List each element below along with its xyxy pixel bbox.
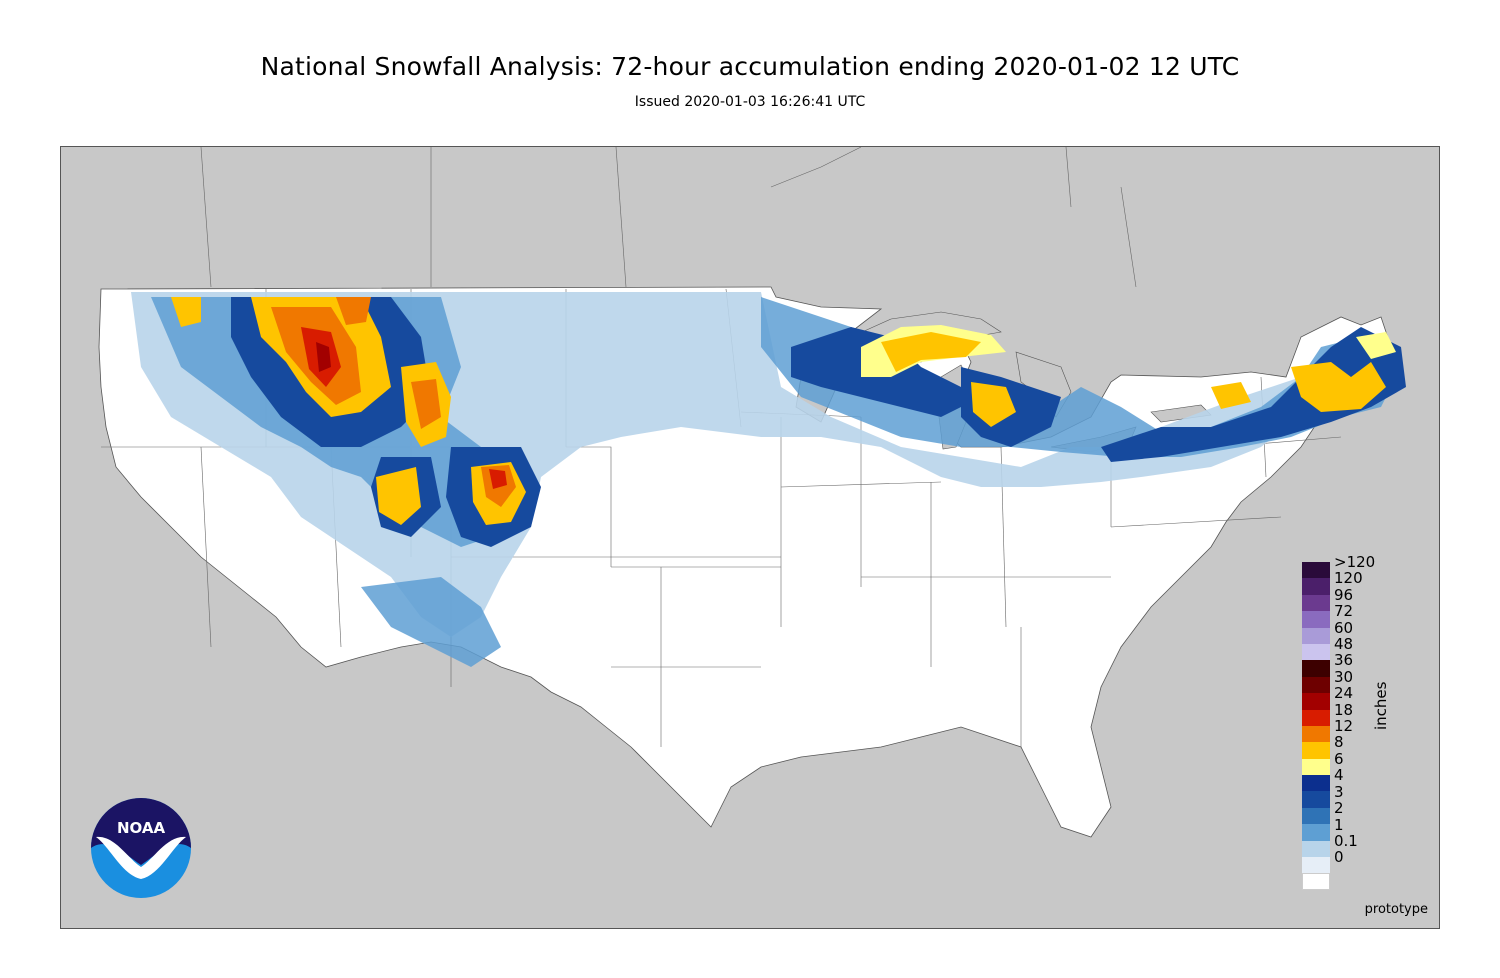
- legend-label: 12: [1334, 717, 1354, 736]
- legend-swatch: [1302, 578, 1330, 595]
- color-legend: [1302, 562, 1330, 890]
- snowfall-map: [60, 146, 1440, 929]
- legend-label: 120: [1334, 569, 1363, 588]
- legend-label: 2: [1334, 799, 1344, 818]
- country-lines: [200, 147, 1137, 288]
- legend-label: 36: [1334, 651, 1354, 670]
- noaa-logo-text: NOAA: [117, 819, 166, 837]
- legend-label: 72: [1334, 602, 1354, 621]
- legend-label: 0: [1334, 848, 1344, 867]
- legend-unit-label: inches: [1372, 681, 1390, 730]
- legend-label: 8: [1334, 733, 1344, 752]
- noaa-logo-icon: NOAA: [91, 798, 191, 898]
- legend-label: 4: [1334, 766, 1344, 785]
- map-canvas: [61, 147, 1439, 928]
- snowfall-shading: [131, 292, 1406, 667]
- legend-swatch: [1302, 660, 1330, 677]
- legend-swatch: [1302, 693, 1330, 710]
- issued-timestamp: Issued 2020-01-03 16:26:41 UTC: [634, 94, 866, 110]
- legend-label: 18: [1334, 700, 1354, 719]
- legend-swatch: [1302, 562, 1330, 579]
- legend-swatch: [1302, 758, 1330, 776]
- legend-swatch: [1302, 676, 1330, 694]
- legend-label: 1: [1334, 815, 1344, 834]
- legend-swatch: [1302, 742, 1330, 759]
- legend-label: 24: [1334, 684, 1354, 703]
- legend-swatch: [1302, 627, 1330, 644]
- prototype-note: prototype: [1364, 902, 1428, 917]
- legend-label: 60: [1334, 618, 1354, 637]
- legend-label: 30: [1334, 667, 1354, 686]
- legend-swatch: [1302, 857, 1330, 874]
- legend-labels: >120 120 96 72 60 48 36 30 24 18 12 8 6 …: [1334, 554, 1375, 866]
- legend-label: 6: [1334, 749, 1344, 768]
- legend-swatch: [1302, 824, 1330, 841]
- legend-swatch: [1302, 807, 1330, 825]
- map-title: National Snowfall Analysis: 72-hour accu…: [260, 52, 1240, 81]
- legend-swatch: [1302, 643, 1330, 661]
- legend-label: >120: [1334, 553, 1376, 571]
- legend-swatch: [1302, 594, 1330, 612]
- legend-label: 48: [1334, 635, 1354, 654]
- legend-swatch: [1302, 873, 1330, 890]
- legend-swatch: [1302, 611, 1330, 628]
- legend-swatch: [1302, 709, 1330, 726]
- legend-label: 0.1: [1334, 831, 1358, 850]
- legend-label: 3: [1334, 782, 1344, 801]
- legend-swatch: [1302, 775, 1330, 792]
- legend-swatch: [1302, 840, 1330, 858]
- legend-swatch: [1302, 791, 1330, 808]
- legend-label: 96: [1334, 585, 1354, 604]
- legend-swatch: [1302, 725, 1330, 743]
